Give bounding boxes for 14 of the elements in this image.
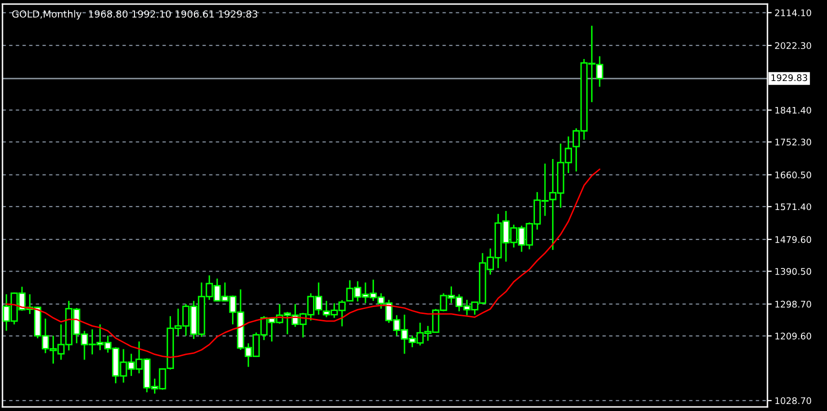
y-tick-label: 1841.40 — [775, 106, 812, 114]
ref-line-label: 1929.83 — [772, 74, 808, 82]
y-tick-label: 1298.70 — [775, 300, 812, 308]
y-tick-label: 1571.40 — [775, 203, 812, 210]
y-tick-label: 1028.70 — [775, 397, 812, 404]
y-tick-label: 1752.30 — [775, 138, 812, 146]
y-tick-label: 1209.60 — [775, 332, 812, 340]
y-tick-label: 1390.50 — [775, 268, 812, 275]
text: GOLD,Monthly 1968.80 1992.10 1906.61 1929.83 — [12, 10, 258, 20]
line-series — [6, 168, 600, 358]
y-tick-label: 2114.10 — [775, 9, 812, 16]
y-tick-label: 1479.60 — [775, 236, 812, 243]
y-tick-label: 2022.30 — [775, 42, 812, 50]
y-tick-label: 1660.50 — [775, 171, 812, 178]
